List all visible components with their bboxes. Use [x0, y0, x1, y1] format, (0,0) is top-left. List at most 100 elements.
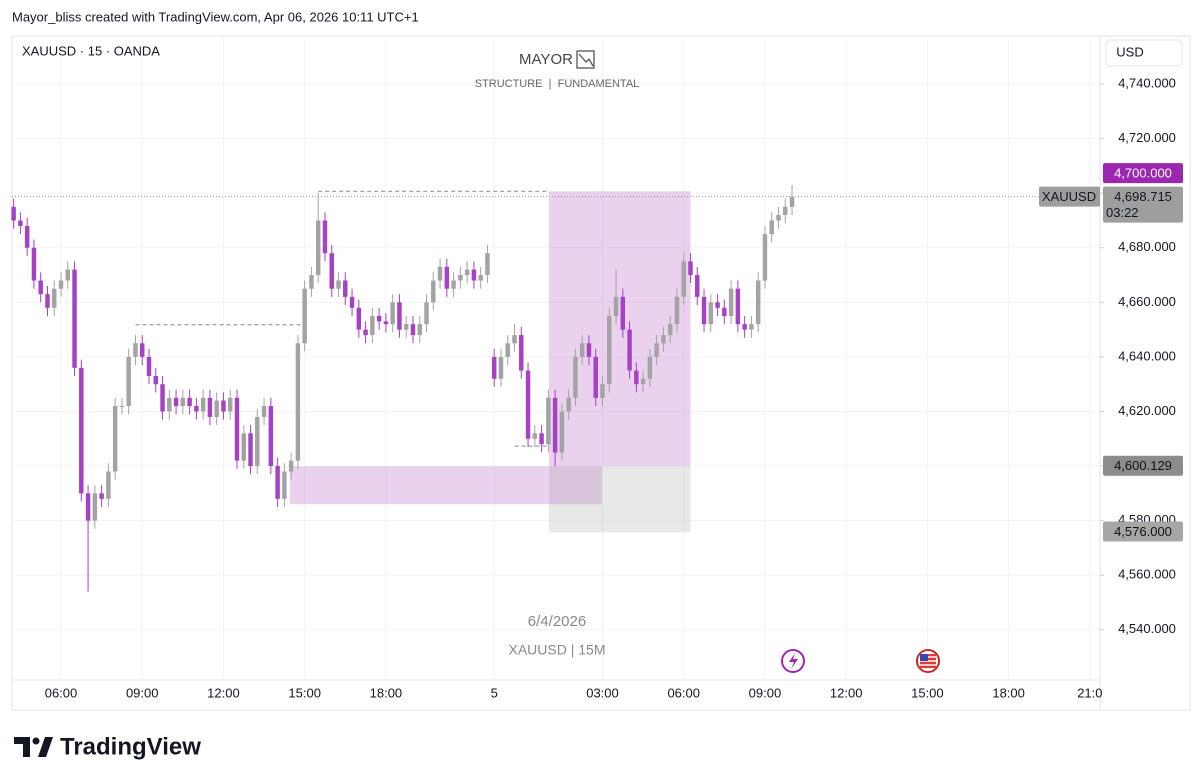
candle-body — [566, 397, 571, 412]
x-tick-label: 09:00 — [126, 685, 159, 700]
candle-body — [715, 302, 720, 308]
candle-body — [173, 397, 179, 407]
axes: 4,540.0004,560.0004,580.0004,600.0004,62… — [45, 75, 1183, 700]
candle-body — [268, 406, 274, 467]
logo-dot — [32, 737, 40, 745]
candle-body — [349, 296, 355, 308]
candle-body — [478, 275, 483, 281]
x-tick-label: 18:00 — [992, 685, 1025, 700]
candle-body — [667, 324, 673, 336]
candle-body — [288, 460, 294, 472]
zone — [289, 466, 602, 505]
candle-body — [261, 406, 267, 417]
candle-body — [85, 493, 91, 521]
candle-body — [451, 280, 456, 289]
x-tick-label: 03:00 — [586, 685, 619, 700]
candle-body — [72, 269, 77, 368]
candle-body — [546, 397, 551, 445]
watermark-subtitle: STRUCTURE | FUNDAMENTAL — [475, 78, 640, 90]
x-tick-label: 15:00 — [288, 685, 321, 700]
candle-body — [431, 280, 436, 303]
x-tick-label: 21:0 — [1077, 685, 1102, 700]
candle-body — [363, 329, 368, 336]
candle-body — [783, 206, 788, 216]
candle-body — [620, 296, 626, 330]
candle-body — [403, 324, 409, 330]
candle-body — [410, 324, 416, 336]
logo-mark — [14, 737, 30, 757]
candle-body — [187, 397, 192, 407]
currency-box — [1105, 39, 1183, 67]
candle-body — [207, 397, 213, 417]
y-tick-label: 4,560.000 — [1118, 567, 1176, 582]
candle-body — [728, 288, 734, 316]
candle-body — [11, 206, 16, 221]
candle-body — [607, 315, 612, 385]
candle-body — [126, 356, 131, 407]
y-tick-label: 4,540.000 — [1118, 621, 1176, 636]
candle-body — [471, 269, 477, 281]
candle-body — [654, 343, 659, 357]
candle-body — [282, 471, 287, 499]
x-tick-label: 15:00 — [911, 685, 944, 700]
candle-body — [464, 269, 470, 276]
x-tick-label: 12:00 — [830, 685, 863, 700]
candle-body — [627, 329, 632, 371]
candle-body — [681, 261, 686, 297]
symbol-tag-box — [1039, 186, 1100, 207]
candle-body — [79, 367, 84, 494]
candle-body — [45, 294, 50, 308]
logo-text: TradingView — [60, 733, 201, 760]
candle-body — [688, 261, 693, 276]
candle-body — [309, 275, 314, 289]
price-label: 4,600.129 — [1114, 458, 1172, 473]
candles — [11, 184, 795, 592]
candle-body — [593, 356, 598, 398]
candle-body — [167, 397, 172, 412]
candle-body — [579, 343, 585, 357]
watermark-date: 6/4/2026 — [528, 613, 586, 630]
candle-body — [376, 315, 382, 322]
candle-body — [512, 335, 517, 344]
candle-body — [356, 307, 362, 330]
y-tick-label: 4,620.000 — [1118, 403, 1176, 418]
candle-body — [485, 253, 490, 276]
candle-body — [458, 275, 463, 281]
candle-body — [112, 406, 118, 472]
candle-body — [491, 356, 497, 379]
candle-body — [647, 356, 653, 379]
candle-body — [227, 397, 233, 412]
y-tick-label: 4,660.000 — [1118, 294, 1176, 309]
candle-body — [139, 343, 145, 357]
last-price-box — [1103, 186, 1183, 223]
candle-body — [722, 307, 727, 316]
candle-body — [119, 406, 125, 408]
candle-body — [322, 220, 328, 254]
y-tick-label: 4,640.000 — [1118, 348, 1176, 363]
price-label-box — [1103, 455, 1183, 476]
x-tick-label: 12:00 — [207, 685, 240, 700]
candle-body — [18, 220, 23, 226]
candle-body — [532, 433, 538, 439]
candle-body — [444, 266, 450, 289]
candle-body — [742, 324, 747, 330]
y-tick-label: 4,740.000 — [1118, 75, 1176, 90]
candle-body — [336, 280, 341, 289]
candle-body — [397, 302, 402, 330]
candle-body — [539, 433, 544, 445]
candle-body — [214, 400, 219, 417]
candle-body — [234, 397, 240, 461]
candle-body — [776, 215, 781, 221]
candle-body — [302, 288, 307, 344]
candle-body — [634, 370, 639, 385]
y-tick-label: 4,720.000 — [1118, 130, 1176, 145]
candle-body — [762, 234, 768, 281]
header-credit: Mayor_bliss created with TradingView.com… — [12, 9, 419, 24]
candle-body — [661, 335, 666, 344]
candle-body — [241, 433, 246, 461]
watermark-label: XAUUSD | 15M — [509, 642, 606, 658]
candle-body — [695, 275, 700, 297]
candle-body — [674, 296, 680, 325]
event-icon-bolt — [789, 653, 798, 669]
